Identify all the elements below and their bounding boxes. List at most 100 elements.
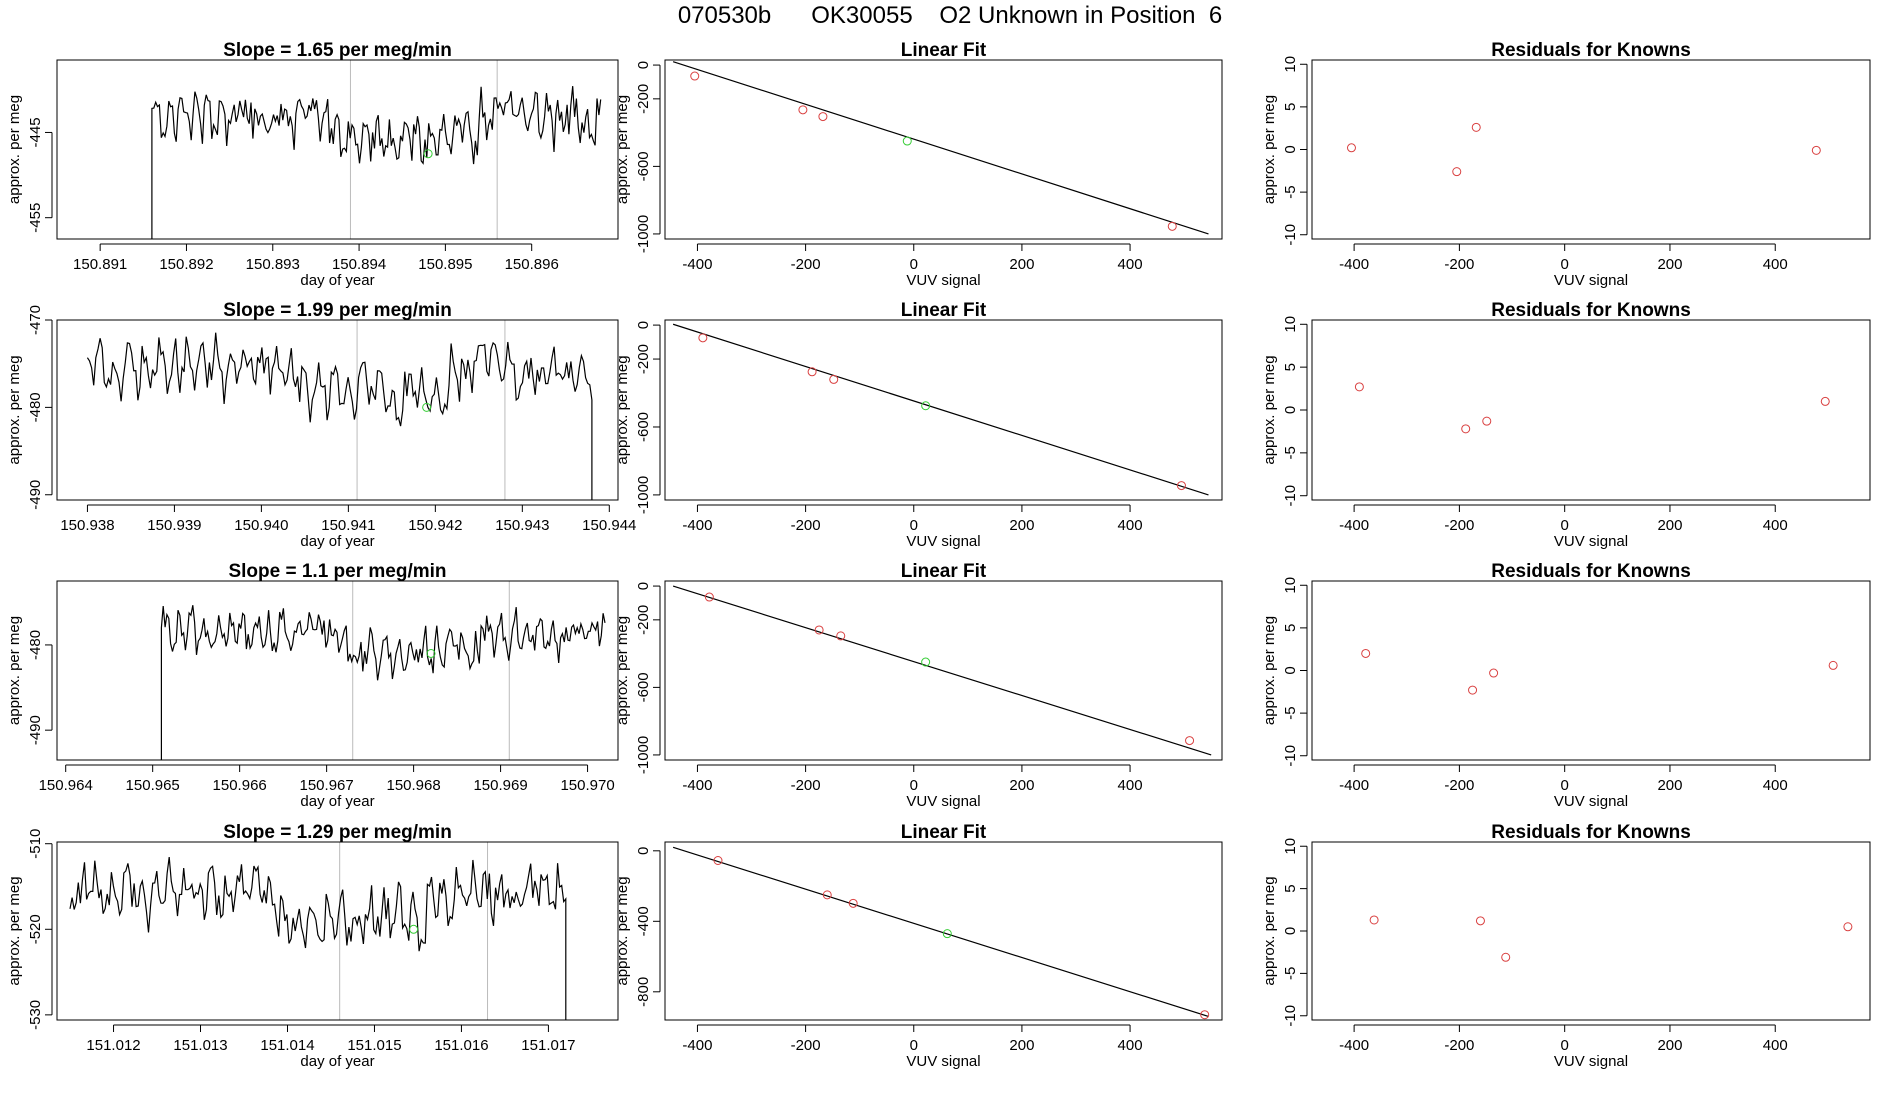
residual-point: [1461, 424, 1471, 434]
unknown-marker: [423, 149, 433, 159]
x-tick-label: 150.942: [408, 517, 462, 534]
fit-line: [672, 323, 1209, 496]
residual-point: [1501, 952, 1511, 962]
panel-4-3: Residuals for Knowns -400 -200 0 200 400 10 5 0 -…: [1261, 822, 1871, 1070]
x-tick-label: 151.015: [347, 1037, 401, 1054]
x-axis-label: VUV signal: [906, 793, 980, 810]
y-tick-label: -470: [27, 305, 44, 335]
y-tick-label: -600: [635, 412, 652, 442]
x-tick-label: 150.969: [473, 777, 527, 794]
known-point: [822, 890, 832, 900]
y-tick-label: 5: [1282, 363, 1299, 371]
y-tick-label: -490: [27, 480, 44, 510]
y-tick-label: 0: [635, 847, 652, 855]
x-tick-label: 150.944: [582, 517, 636, 534]
y-tick-label: -10: [1282, 1005, 1299, 1027]
panel-title: Slope = 1.65 per meg/min: [223, 40, 452, 61]
x-tick-label: -400: [682, 256, 712, 273]
y-tick-label: -10: [1282, 745, 1299, 767]
y-axis-label: approx. per meg: [6, 876, 23, 985]
y-tick-label: 0: [635, 61, 652, 69]
panel-title: Slope = 1.29 per meg/min: [223, 822, 452, 843]
x-tick-label: 150.966: [213, 777, 267, 794]
panel-2-1: Slope = 1.99 per meg/min 150.938 150.939 15…: [6, 300, 636, 550]
x-tick-label: 150.893: [246, 256, 300, 273]
y-tick-label: -510: [27, 829, 44, 859]
x-tick-label: -400: [682, 517, 712, 534]
x-axis-label: VUV signal: [1554, 272, 1628, 289]
x-tick-label: 151.016: [434, 1037, 488, 1054]
known-point: [698, 333, 708, 343]
panel-2-3: Residuals for Knowns -400 -200 0 200 400 10 5 0 -…: [1261, 300, 1871, 550]
plot-frame: [56, 580, 619, 761]
x-tick-label: 0: [910, 256, 918, 273]
x-tick-label: 150.892: [159, 256, 213, 273]
x-tick-label: -200: [1444, 777, 1474, 794]
known-point: [704, 592, 714, 602]
x-tick-label: 150.964: [39, 777, 93, 794]
y-tick-label: 5: [1282, 624, 1299, 632]
residual-point: [1482, 416, 1492, 426]
x-axis-label: VUV signal: [906, 272, 980, 289]
known-point: [713, 856, 723, 866]
plot-frame: [1311, 59, 1871, 240]
y-tick-label: -480: [27, 630, 44, 660]
y-tick-label: -600: [635, 151, 652, 181]
residual-point: [1346, 143, 1356, 153]
x-tick-label: 200: [1657, 777, 1682, 794]
panel-1-3: Residuals for Knowns -400 -200 0 200 400 10 5 0 -…: [1261, 40, 1871, 289]
unknown-point: [942, 929, 952, 939]
plot-frame: [664, 59, 1223, 240]
plot-area: [86, 320, 593, 500]
known-point: [690, 71, 700, 81]
plot-frame: [56, 319, 619, 501]
x-axis-label: VUV signal: [1554, 533, 1628, 550]
panel-title: Residuals for Knowns: [1491, 561, 1691, 582]
y-tick-label: -480: [27, 392, 44, 422]
time-series-line: [86, 332, 593, 500]
x-tick-label: 150.970: [560, 777, 614, 794]
plot-area: [672, 846, 1210, 1020]
y-tick-label: 0: [635, 582, 652, 590]
x-tick-label: 0: [1561, 256, 1569, 273]
unknown-marker: [409, 924, 419, 934]
residual-point: [1828, 660, 1838, 670]
residual-point: [1843, 922, 1853, 932]
panel-2-2: Linear Fit -400 -200 0 200 400 0 -200 -600 -1000 V…: [614, 300, 1223, 550]
known-point: [836, 631, 846, 641]
y-tick-label: -5: [1282, 706, 1299, 719]
x-tick-label: 0: [1561, 777, 1569, 794]
y-tick-label: -200: [635, 344, 652, 374]
x-tick-label: 150.941: [321, 517, 375, 534]
y-axis-label: approx. per meg: [614, 616, 631, 725]
panel-title: Residuals for Knowns: [1491, 40, 1691, 61]
x-tick-label: 400: [1763, 777, 1788, 794]
x-axis-label: VUV signal: [906, 533, 980, 550]
x-tick-label: 200: [1009, 1037, 1034, 1054]
residual-point: [1468, 685, 1478, 695]
y-tick-label: -530: [27, 1000, 44, 1030]
y-axis-label: approx. per meg: [6, 616, 23, 725]
panel-4-2: Linear Fit -400 -200 0 200 400 0 -400 -800 VUV si…: [614, 822, 1223, 1070]
known-point: [1176, 481, 1186, 491]
plot-area: [69, 842, 567, 1020]
x-tick-label: -400: [1339, 256, 1369, 273]
plot-frame: [664, 841, 1223, 1021]
x-tick-label: 200: [1009, 777, 1034, 794]
panel-title: Linear Fit: [901, 822, 987, 843]
y-tick-label: 0: [1282, 145, 1299, 153]
plot-area: [151, 60, 602, 239]
plot-area: [672, 585, 1212, 756]
known-point: [818, 112, 828, 122]
y-tick-label: -520: [27, 914, 44, 944]
x-tick-label: -200: [791, 256, 821, 273]
panel-3-2: Linear Fit -400 -200 0 200 400 0 -200 -600 -1000 V…: [614, 561, 1223, 810]
plot-area: [1361, 648, 1838, 695]
x-tick-label: -200: [1444, 1037, 1474, 1054]
panel-3-3: Residuals for Knowns -400 -200 0 200 400 10 5 0 -…: [1261, 561, 1871, 810]
x-tick-label: -200: [791, 1037, 821, 1054]
y-tick-label: -10: [1282, 485, 1299, 507]
y-axis-label: approx. per meg: [1261, 616, 1278, 725]
x-tick-label: 0: [910, 517, 918, 534]
time-series-line: [160, 605, 606, 760]
